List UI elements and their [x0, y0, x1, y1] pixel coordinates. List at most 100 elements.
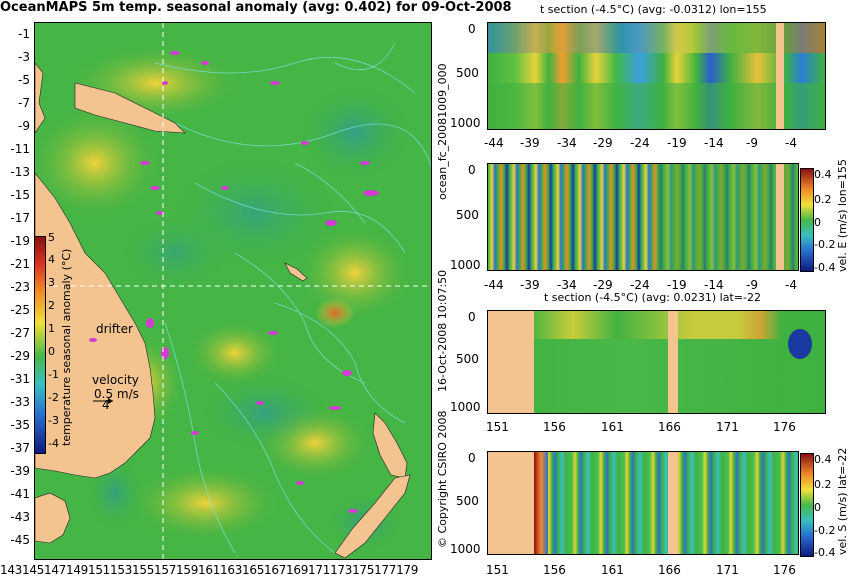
- nz-south-island-land: [334, 474, 411, 559]
- s2-cb-tick: 0.2: [814, 193, 832, 206]
- s1-ytick: 1000: [450, 116, 481, 130]
- s2-xtick: -44: [484, 278, 504, 292]
- s4-xtick: 161: [601, 563, 624, 577]
- lat-tick: -7: [18, 96, 30, 110]
- s3-ytick: 1000: [450, 400, 481, 414]
- lat-tick: -37: [10, 441, 30, 455]
- velocity-arrow-head: [108, 398, 113, 404]
- s4-xtick: 166: [658, 563, 681, 577]
- s3-ytick: 500: [456, 352, 479, 366]
- s3-xtick: 176: [773, 420, 796, 434]
- s1-ytick: 500: [456, 66, 479, 80]
- s2-xtick: -34: [557, 278, 577, 292]
- s1-xtick: -19: [667, 136, 687, 150]
- run-date-label: 16-Oct-2008 10:07:50: [436, 269, 449, 392]
- map-panel[interactable]: [34, 22, 432, 560]
- velocity-number: 4: [102, 398, 110, 412]
- s1-xtick: -4: [785, 136, 797, 150]
- land-masses: [35, 62, 411, 559]
- tasmania-land: [35, 492, 71, 544]
- section2-colorbar-label: vel. E (m/s) lon=155: [836, 159, 849, 272]
- section1-title: t section (-4.5°C) (avg: -0.0312) lon=15…: [540, 3, 767, 16]
- bathymetry-contours: [154, 42, 431, 554]
- s2-ytick: 0: [468, 163, 476, 177]
- lat-tick: -41: [10, 487, 30, 501]
- lat-tick: -13: [10, 165, 30, 179]
- s3-xtick: 156: [543, 420, 566, 434]
- velocity-scale: 0.5 m/s: [94, 387, 139, 401]
- new-guinea-land: [74, 82, 186, 134]
- lat-tick: -21: [10, 257, 30, 271]
- s4-xtick: 156: [543, 563, 566, 577]
- s4-ytick: 0: [468, 451, 476, 465]
- new-caledonia-land: [284, 262, 308, 282]
- s2-cb-tick: 0: [814, 216, 821, 229]
- lat-tick: -35: [10, 418, 30, 432]
- lat-tick: -5: [18, 73, 30, 87]
- s1-xtick: -39: [520, 136, 540, 150]
- section4-colorbar: [800, 453, 814, 557]
- section1-land-gap: [776, 23, 784, 129]
- s2-cb-tick: 0.4: [814, 168, 832, 181]
- lat-tick: -45: [10, 533, 30, 547]
- section3-title: t section (-4.5°C) (avg: 0.0231) lat=-22: [544, 291, 761, 304]
- s2-cb-tick: -0.2: [814, 238, 836, 251]
- map-cb-tick: -3: [48, 414, 59, 427]
- lat-tick: -17: [10, 211, 30, 225]
- map-cb-tick: 0: [48, 345, 55, 358]
- lat-tick: -3: [18, 50, 30, 64]
- section4-panel[interactable]: [487, 451, 799, 555]
- s1-xtick: -34: [557, 136, 577, 150]
- lat-tick: -1: [18, 27, 30, 41]
- s2-xtick: -9: [746, 278, 758, 292]
- section3-land-west: [488, 311, 534, 413]
- drifter-legend-marker: [89, 338, 97, 342]
- section4-colorbar-label: vel. S (m/s) lat=-22: [836, 447, 849, 555]
- s2-ytick: 1000: [450, 258, 481, 272]
- s3-xtick: 171: [716, 420, 739, 434]
- lon-axis-ticks: 1431451471491511531551571591611631651671…: [0, 563, 419, 577]
- map-title: OceanMAPS 5m temp. seasonal anomaly (avg…: [0, 0, 512, 15]
- map-canvas: [35, 23, 431, 559]
- map-cb-tick: -4: [48, 437, 59, 450]
- s4-cb-tick: 0.2: [814, 478, 832, 491]
- lat-tick: -15: [10, 188, 30, 202]
- drifter-markers: [140, 51, 379, 513]
- lat-tick: -31: [10, 372, 30, 386]
- section3-panel[interactable]: [487, 310, 826, 414]
- section2-colorbar: [800, 168, 814, 272]
- map-cb-tick: -2: [48, 391, 59, 404]
- s3-xtick: 151: [486, 420, 509, 434]
- map-cb-tick: 4: [48, 253, 55, 266]
- lat-tick: -11: [10, 142, 30, 156]
- lat-tick: -23: [10, 280, 30, 294]
- section1-deep-layer: [488, 83, 825, 129]
- s4-cb-tick: 0: [814, 501, 821, 514]
- section2-panel[interactable]: [487, 163, 799, 271]
- map-cb-tick: 5: [48, 231, 55, 244]
- s2-xtick: -24: [630, 278, 650, 292]
- velocity-label: velocity: [92, 373, 139, 387]
- section1-panel[interactable]: [487, 22, 826, 130]
- forecast-label: ocean_fc_20081009_000: [436, 63, 449, 200]
- s2-xtick: -14: [704, 278, 724, 292]
- s4-ytick: 500: [456, 494, 479, 508]
- lat-tick: -33: [10, 395, 30, 409]
- s2-xtick: -4: [785, 278, 797, 292]
- map-cb-tick: 3: [48, 276, 55, 289]
- lat-tick: -19: [10, 234, 30, 248]
- s4-cb-tick: -0.2: [814, 524, 836, 537]
- s1-ytick: 0: [468, 22, 476, 36]
- s1-xtick: -24: [630, 136, 650, 150]
- lat-tick: -27: [10, 326, 30, 340]
- map-cb-tick: -1: [48, 368, 59, 381]
- s2-ytick: 500: [456, 208, 479, 222]
- section3-land-gap: [668, 311, 678, 413]
- cape-york-land: [35, 62, 46, 134]
- lat-axis: -1 -3 -5 -7 -9 -11 -13 -15 -17 -19 -21 -…: [0, 22, 32, 560]
- map-colorbar: [34, 236, 46, 454]
- s4-cb-tick: 0.4: [814, 453, 832, 466]
- s3-xtick: 161: [601, 420, 624, 434]
- s3-xtick: 166: [658, 420, 681, 434]
- lat-tick: -9: [18, 119, 30, 133]
